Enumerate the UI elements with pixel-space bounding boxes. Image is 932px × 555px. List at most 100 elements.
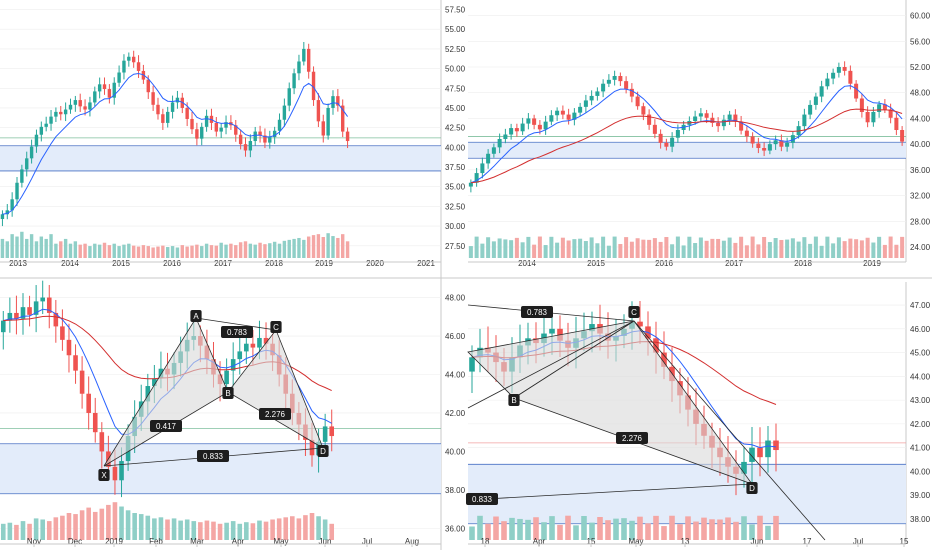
volume-bar [78,244,82,258]
volume-bar [762,236,767,258]
volume-bar [526,236,531,258]
volume-bar [629,241,634,258]
y-tick-label: 38.00 [445,486,466,495]
volume-bar [322,519,328,540]
y-tick-label: 48.00 [445,294,466,303]
candle-body [83,106,87,110]
candle-body [802,114,807,127]
volume-bar [138,514,144,540]
volume-bar [253,244,257,258]
volume-bar [573,525,579,540]
candle-body [145,386,151,402]
candle-body [825,78,830,87]
candle-body [40,297,45,302]
candle-body [658,133,663,143]
volume-bar [40,519,45,540]
candle-body [277,119,282,131]
candle-body [146,79,150,93]
volume-bar [14,524,19,540]
y-tick-label: 56.00 [910,37,931,46]
candle-body [10,199,14,211]
pattern-point-label-box [317,445,329,457]
x-tick-label: 2014 [61,259,79,268]
volume-bar [83,243,87,258]
pattern-point-label-box [508,394,520,406]
candle-body [321,121,325,136]
candle-body [53,312,59,327]
volume-bar [813,236,818,258]
candle-body [670,137,675,147]
volume-bar [721,240,726,258]
pattern-point-label-box [270,321,282,333]
candle-body [842,67,847,71]
volume-bar [93,243,97,258]
candle-body [762,148,767,151]
moving-average-fast [470,85,903,184]
volume-bar [595,243,600,258]
pattern-point-label: C [273,323,279,332]
volume-bar [658,241,663,258]
x-tick-label: 15 [587,537,596,546]
volume-bar [27,523,32,540]
volume-bar [621,518,627,540]
pattern-point-label: B [225,389,230,398]
volume-bar [865,237,870,258]
volume-bar [773,515,779,540]
volume-bar [156,246,160,258]
volume-bar [297,237,301,258]
candle-body [595,91,600,96]
x-tick-label: Mar [190,537,204,546]
x-tick-label: Jul [362,537,372,546]
candle-body [243,144,248,151]
volume-bar [661,526,667,540]
y-tick-label: 60.00 [910,12,931,21]
volume-bar [854,239,859,258]
volume-bar [127,243,131,258]
volume-bar [68,243,73,258]
y-tick-label: 52.00 [910,63,931,72]
volume-bar [180,245,184,258]
pattern-triangle-bcd [227,329,324,449]
candle-body [329,426,335,437]
volume-bar [112,502,118,540]
candle-body [773,140,778,145]
y-tick-label: 40.00 [445,143,466,152]
candle-body [900,130,905,142]
volume-bar [99,508,105,540]
volume-bar [900,236,905,258]
volume-bar [184,519,190,540]
volume-bar [543,245,548,258]
candle-body [97,84,102,92]
candle-body [894,117,899,130]
candle-body [287,88,291,106]
volume-bar [565,515,571,540]
volume-bar [106,504,111,540]
candle-body [258,131,262,136]
volume-bar [557,524,563,540]
pattern-point-label: D [749,484,755,493]
volume-bar [270,519,275,540]
y-tick-label: 40.00 [910,467,931,476]
candle-body [161,114,165,123]
candle-body [779,140,784,147]
candle-body [629,88,634,97]
volume-bar [66,513,72,540]
x-tick-label: 2018 [265,259,283,268]
volume-bar [693,243,698,258]
candle-body [234,125,238,135]
y-tick-label: 52.50 [445,45,466,54]
volume-bar [217,523,223,540]
x-tick-label: 2020 [366,259,384,268]
volume-bar [79,510,85,540]
y-tick-label: 27.50 [445,242,466,251]
volume-bar [647,239,652,258]
volume-bar [894,244,899,258]
volume-bar [145,515,151,540]
candle-body [606,79,611,84]
volume-bar [675,236,680,258]
candle-body [549,115,554,122]
volume-bar [486,237,491,258]
volume-bar [773,238,778,258]
volume-bar [178,520,183,540]
pattern-xd-line [467,483,753,501]
